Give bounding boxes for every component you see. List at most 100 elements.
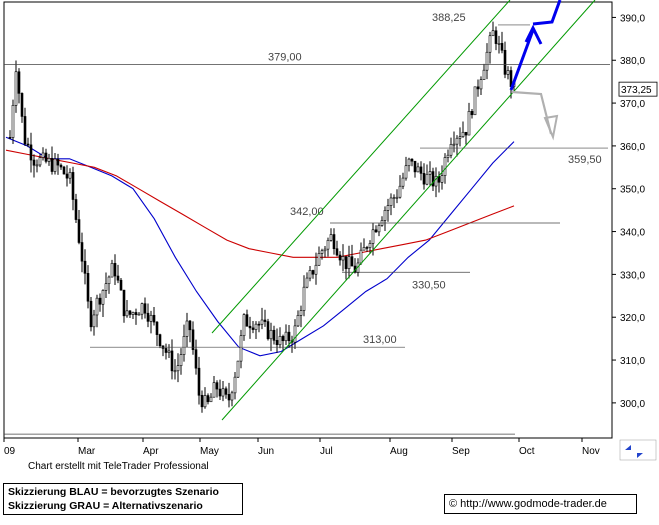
candle	[125, 300, 129, 318]
candle-body	[83, 260, 87, 274]
candle	[458, 127, 462, 147]
candle-body	[62, 166, 66, 175]
candle-body	[140, 303, 144, 315]
candle	[341, 244, 345, 272]
candle	[350, 244, 354, 267]
candle-body	[236, 360, 240, 378]
candle-body	[227, 394, 231, 401]
candle	[212, 376, 216, 398]
x-tick-label: 09	[4, 446, 16, 457]
candle	[155, 321, 159, 346]
source-link[interactable]: © http://www.godmode-trader.de	[444, 494, 637, 514]
candle	[152, 307, 156, 326]
candle-body	[158, 334, 162, 347]
candle-body	[218, 388, 222, 397]
candle-body	[35, 164, 39, 167]
candle-body	[263, 319, 267, 322]
candle-body	[362, 247, 366, 251]
x-tick-label: Nov	[582, 446, 600, 457]
candle	[98, 293, 102, 312]
candle	[44, 148, 48, 164]
candle	[191, 321, 195, 355]
candle-body	[293, 325, 297, 343]
candle-body	[80, 242, 84, 262]
preferred-scenario-arrowhead	[524, 24, 543, 45]
candle	[149, 310, 153, 334]
candle	[218, 379, 222, 400]
candle	[335, 240, 339, 257]
candle	[365, 245, 369, 252]
candle	[143, 297, 147, 319]
axes: 300,0 310,0 320,0 330,0 340,0 350,0 360,0 370,0…	[3, 13, 658, 461]
candle	[29, 132, 33, 173]
candle-body	[29, 144, 33, 161]
candle-body	[398, 185, 402, 198]
candle-body	[479, 79, 483, 90]
candle	[104, 272, 108, 298]
candle	[302, 275, 306, 317]
candle	[254, 321, 258, 339]
candle	[461, 121, 465, 138]
annotation-levels: 388,25 379,00 359,50 342,00 330,50 313,00	[4, 12, 610, 435]
x-tick-label: Aug	[390, 446, 408, 457]
candle-body	[212, 382, 216, 398]
candle-body	[302, 286, 306, 311]
candle	[323, 245, 327, 258]
candle-body	[71, 172, 75, 200]
candle-body	[200, 394, 204, 408]
candle	[332, 228, 336, 255]
candle	[128, 310, 132, 319]
level-label: 379,00	[268, 52, 302, 64]
candle-body	[137, 313, 141, 316]
candle-body	[185, 320, 189, 337]
candle	[362, 238, 366, 251]
candle-body	[203, 395, 207, 408]
candle-body	[365, 247, 369, 249]
candle	[272, 325, 276, 345]
candle-body	[224, 388, 228, 395]
y-tick-label: 330,0	[620, 270, 645, 281]
candle	[452, 131, 456, 153]
last-price-box	[618, 81, 658, 97]
candle-body	[491, 30, 495, 37]
candle	[347, 245, 351, 279]
candle-body	[272, 329, 276, 341]
candle-body	[446, 154, 450, 158]
candle	[314, 252, 318, 285]
candle-body	[50, 158, 54, 172]
candle	[206, 393, 210, 405]
candle	[110, 259, 114, 278]
candle	[146, 303, 150, 328]
candle-body	[377, 225, 381, 233]
candle	[500, 31, 504, 54]
candle-body	[230, 392, 234, 401]
candle-body	[317, 253, 321, 266]
candle-body	[314, 264, 318, 275]
candle-body	[101, 290, 105, 305]
candle	[413, 160, 417, 178]
candle	[236, 360, 240, 378]
candle-body	[179, 354, 183, 367]
candle-body	[41, 152, 45, 158]
x-tick-label: Jul	[320, 446, 333, 457]
candle-body	[482, 69, 486, 80]
candle	[320, 248, 324, 260]
x-tick-label: Sep	[452, 446, 470, 457]
candle	[299, 305, 303, 328]
candle	[131, 311, 135, 320]
candle-body	[287, 331, 291, 342]
candle-body	[311, 270, 315, 275]
candle	[209, 393, 213, 403]
candle-body	[104, 283, 108, 291]
channel-upper	[211, 0, 511, 334]
y-tick-label: 310,0	[620, 356, 645, 367]
trend-channel	[211, 0, 596, 421]
moving-averages	[5, 136, 515, 357]
candle-body	[320, 250, 324, 254]
candle	[485, 43, 489, 80]
candle	[140, 302, 144, 320]
candle-body	[164, 348, 168, 353]
moving-average-line	[5, 136, 515, 357]
candle	[404, 156, 408, 181]
candle	[446, 149, 450, 163]
